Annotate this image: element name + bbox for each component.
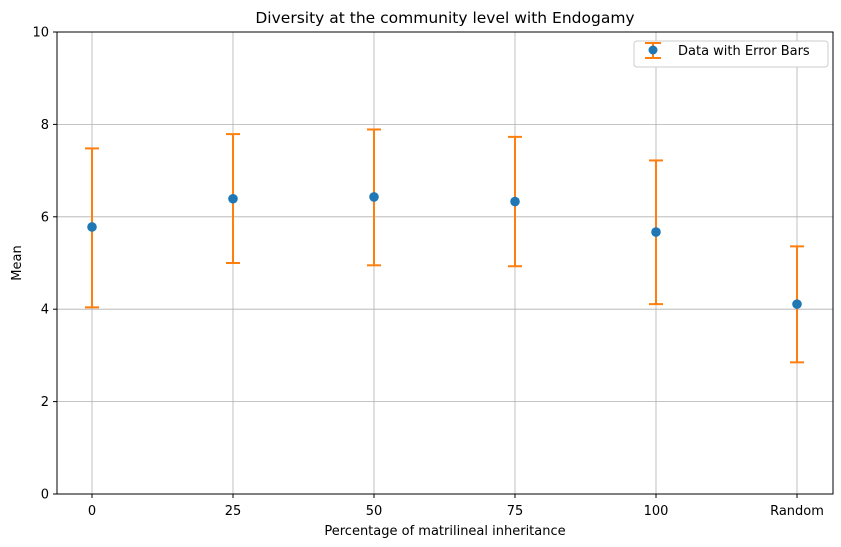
x-axis-label: Percentage of matrilineal inheritance <box>324 524 565 539</box>
y-tick-label: 8 <box>41 118 49 133</box>
data-point <box>651 227 661 237</box>
data-point <box>369 192 379 202</box>
x-tick-label: 75 <box>507 504 524 519</box>
plot-frame <box>56 31 834 495</box>
y-tick-label: 0 <box>41 488 49 503</box>
y-tick-label: 4 <box>41 303 49 318</box>
y-axis-ticks: 0 2 4 6 8 10 <box>32 26 57 503</box>
y-tick-label: 2 <box>41 395 49 410</box>
y-tick-label: 10 <box>32 26 49 41</box>
legend: Data with Error Bars <box>633 40 829 68</box>
x-axis-ticks: 0 25 50 75 100 Random <box>88 494 824 519</box>
legend-label: Data with Error Bars <box>678 44 810 59</box>
x-tick-label: 100 <box>644 504 669 519</box>
legend-frame <box>633 40 829 68</box>
data-point <box>510 196 520 207</box>
data-point <box>228 193 238 204</box>
data-point <box>792 299 802 309</box>
y-axis-label: Mean <box>10 245 25 280</box>
x-tick-label: 50 <box>366 504 383 519</box>
legend-marker <box>648 45 658 55</box>
x-tick-label: Random <box>770 504 824 519</box>
y-tick-label: 6 <box>41 210 49 225</box>
x-tick-label: 25 <box>225 504 242 519</box>
data-points <box>87 192 802 309</box>
chart-title: Diversity at the community level with En… <box>255 9 634 27</box>
x-tick-label: 0 <box>88 504 96 519</box>
data-point <box>87 222 97 232</box>
